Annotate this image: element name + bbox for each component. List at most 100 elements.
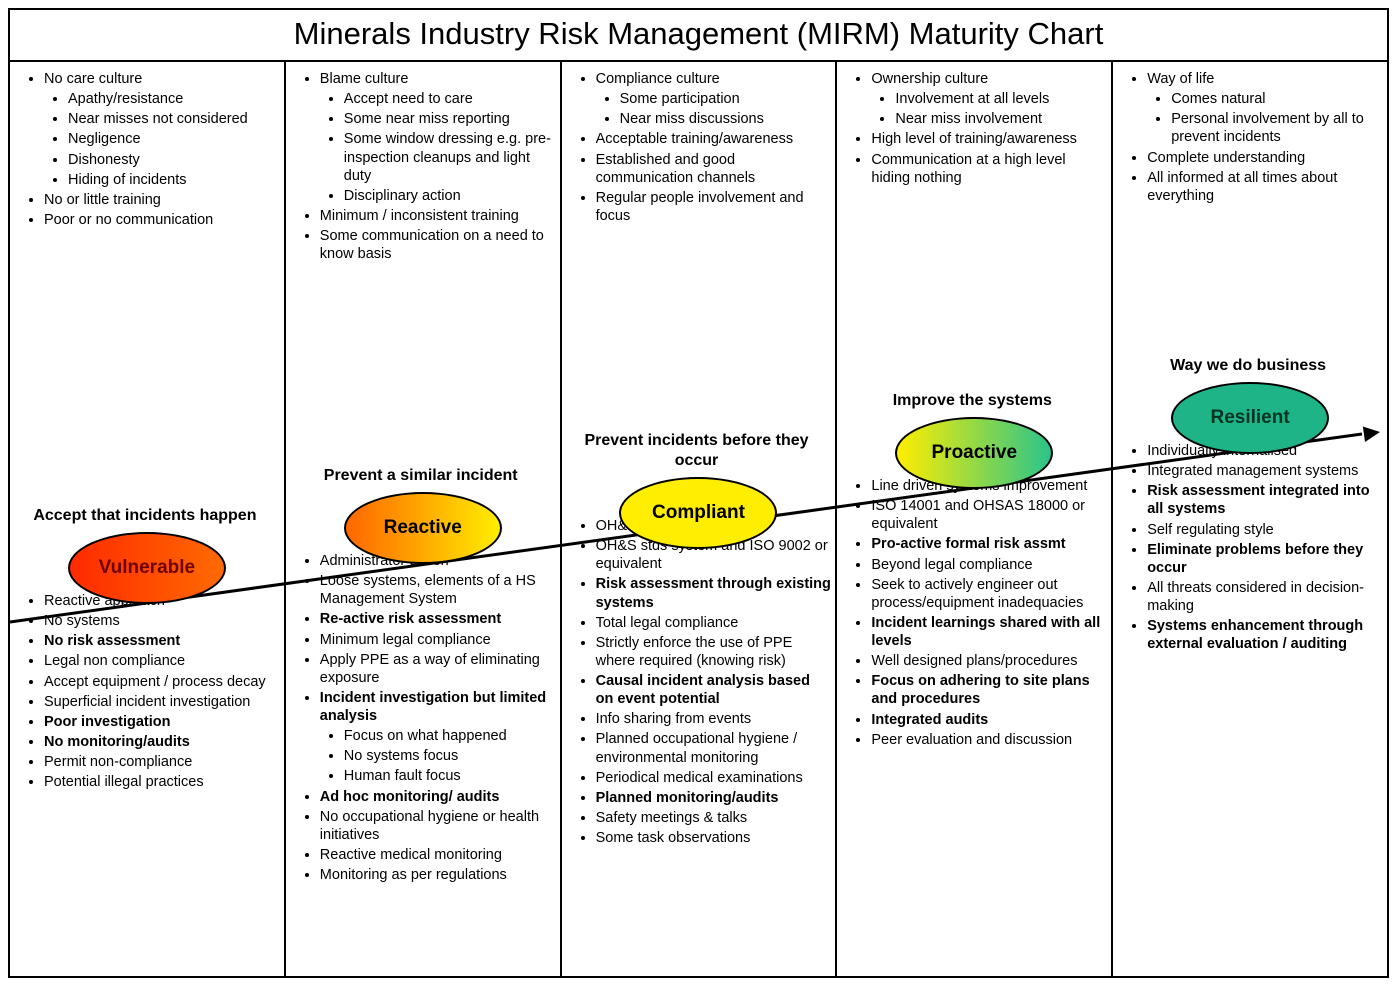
list-item: Ad hoc monitoring/ audits	[320, 788, 556, 806]
list-item-text: Self regulating style	[1147, 522, 1274, 538]
stage-tagline: Prevent incidents before they occur	[566, 431, 828, 471]
stage-tagline: Improve the systems	[893, 391, 1052, 411]
bottom-characteristics: Individually internalisedIntegrated mana…	[1121, 442, 1383, 655]
top-characteristics: Ownership culture Involvement at all leve…	[845, 70, 1107, 270]
list-item-text: Loose systems, elements of a HS Manageme…	[320, 573, 536, 607]
list-item-text: Some near miss reporting	[344, 111, 510, 127]
list-item-text: Some participation	[620, 91, 740, 107]
stage-name: Resilient	[1210, 406, 1289, 430]
list-item-text: Established and good communication chann…	[596, 152, 756, 186]
list-item: Dishonesty	[68, 151, 280, 169]
list-item: Disciplinary action	[344, 187, 556, 205]
stage-column-reactive: Prevent a similar incident ReactiveAdmini…	[286, 62, 562, 976]
list-item: Integrated management systems	[1147, 462, 1383, 480]
list-item-text: Planned occupational hygiene / environme…	[596, 731, 798, 765]
list-item: Communication at a high level hiding not…	[871, 151, 1107, 187]
list-item: Legal non compliance	[44, 652, 280, 670]
bottom-characteristics: OH&S Coord. drivenOH&S stds system and I…	[570, 517, 832, 849]
top-characteristics: Way of lifeComes naturalPersonal involve…	[1121, 70, 1383, 270]
stage-ellipse-resilient: Resilient	[1171, 382, 1329, 454]
list-item: No monitoring/audits	[44, 733, 280, 751]
bottom-list: Administrator drivenLoose systems, eleme…	[294, 552, 556, 884]
list-item-text: Regular people involvement and focus	[596, 190, 804, 224]
list-item-text: Safety meetings & talks	[596, 810, 748, 826]
stage-tagline: Prevent a similar incident	[324, 466, 518, 486]
list-item-text: Focus on what happened	[344, 728, 507, 744]
list-item-text: Risk assessment through existing systems	[596, 576, 831, 610]
sub-list: Comes natural Personal involvement by all…	[1147, 90, 1383, 146]
list-item: Reactive medical monitoring	[320, 846, 556, 864]
list-item: Causal incident analysis based on event …	[596, 672, 832, 708]
stage-name: Proactive	[932, 441, 1018, 465]
list-item: Personal involvement by all to prevent i…	[1171, 110, 1383, 146]
list-item-text: Planned monitoring/audits	[596, 790, 779, 806]
list-item-text: Integrated management systems	[1147, 463, 1358, 479]
stage-ellipse-reactive: Reactive	[344, 492, 502, 564]
list-item-text: Involvement at all levels	[895, 91, 1049, 107]
list-item: Apathy/resistance	[68, 90, 280, 108]
list-item-text: Some task observations	[596, 830, 751, 846]
list-item-text: Near miss discussions	[620, 111, 764, 127]
list-item: Way of lifeComes naturalPersonal involve…	[1147, 70, 1383, 147]
list-item-text: All threats considered in decision-makin…	[1147, 580, 1364, 614]
list-item: Involvement at all levels	[895, 90, 1107, 108]
list-item-text: Potential illegal practices	[44, 774, 204, 790]
list-item: Accept need to care	[344, 90, 556, 108]
list-item: Incident learnings shared with all level…	[871, 614, 1107, 650]
stage-column-compliant: Prevent incidents before they occur Compl…	[562, 62, 838, 976]
bottom-list: OH&S Coord. drivenOH&S stds system and I…	[570, 517, 832, 847]
list-item-text: Eliminate problems before they occur	[1147, 542, 1363, 576]
stage-column-resilient: Way we do business Resilient Individually …	[1113, 62, 1387, 976]
list-item: Well designed plans/procedures	[871, 652, 1107, 670]
list-item-text: Communication at a high level hiding not…	[871, 152, 1065, 186]
list-item-text: Blame culture	[320, 71, 409, 87]
list-item-text: High level of training/awareness	[871, 131, 1077, 147]
list-item-text: Ad hoc monitoring/ audits	[320, 789, 500, 805]
list-item-text: Ownership culture	[871, 71, 988, 87]
list-item-text: Disciplinary action	[344, 188, 461, 204]
list-item: Minimum legal compliance	[320, 631, 556, 649]
list-item-text: Dishonesty	[68, 152, 140, 168]
list-item: Focus on adhering to site plans and proc…	[871, 672, 1107, 708]
chart-title: Minerals Industry Risk Management (MIRM)…	[10, 16, 1387, 52]
top-characteristics: Compliance cultureSome participationNear…	[570, 70, 832, 270]
bottom-characteristics: Administrator drivenLoose systems, eleme…	[294, 552, 556, 886]
list-item: No systems	[44, 612, 280, 630]
list-item: Poor or no communication	[44, 211, 280, 229]
list-item: Near miss involvement	[895, 110, 1107, 128]
list-item-text: Apathy/resistance	[68, 91, 183, 107]
list-item-text: Near misses not considered	[68, 111, 248, 127]
top-list: Ownership culture Involvement at all leve…	[845, 70, 1107, 187]
list-item: Some task observations	[596, 829, 832, 847]
top-list: Way of lifeComes naturalPersonal involve…	[1121, 70, 1383, 205]
bottom-list: Individually internalisedIntegrated mana…	[1121, 442, 1383, 653]
list-item: Total legal compliance	[596, 614, 832, 632]
list-item-text: Seek to actively engineer out process/eq…	[871, 577, 1083, 611]
list-item: Incident investigation but limited analy…	[320, 689, 556, 786]
stage-ellipse-compliant: Compliant	[619, 477, 777, 549]
list-item-text: Systems enhancement through external eva…	[1147, 618, 1363, 652]
list-item: Planned occupational hygiene / environme…	[596, 730, 832, 766]
list-item-text: Some window dressing e.g. pre-inspection…	[344, 131, 551, 183]
list-item: Compliance cultureSome participationNear…	[596, 70, 832, 128]
list-item-text: Personal involvement by all to prevent i…	[1171, 111, 1364, 145]
top-list: Compliance cultureSome participationNear…	[570, 70, 832, 225]
list-item: Self regulating style	[1147, 521, 1383, 539]
list-item-text: Comes natural	[1171, 91, 1265, 107]
list-item: Complete understanding	[1147, 149, 1383, 167]
list-item-text: No risk assessment	[44, 633, 180, 649]
list-item: Human fault focus	[344, 767, 556, 785]
list-item-text: Legal non compliance	[44, 653, 185, 669]
list-item: No risk assessment	[44, 632, 280, 650]
stage-tagline: Way we do business	[1170, 356, 1326, 376]
list-item-text: Pro-active formal risk assmt	[871, 536, 1065, 552]
list-item: Some communication on a need to know bas…	[320, 227, 556, 263]
list-item: Monitoring as per regulations	[320, 866, 556, 884]
list-item: Near misses not considered	[68, 110, 280, 128]
list-item-text: Complete understanding	[1147, 150, 1305, 166]
list-item-text: Superficial incident investigation	[44, 694, 250, 710]
list-item-text: Strictly enforce the use of PPE where re…	[596, 635, 793, 669]
list-item-text: Permit non-compliance	[44, 754, 192, 770]
list-item-text: Integrated audits	[871, 712, 988, 728]
list-item-text: Negligence	[68, 131, 141, 147]
